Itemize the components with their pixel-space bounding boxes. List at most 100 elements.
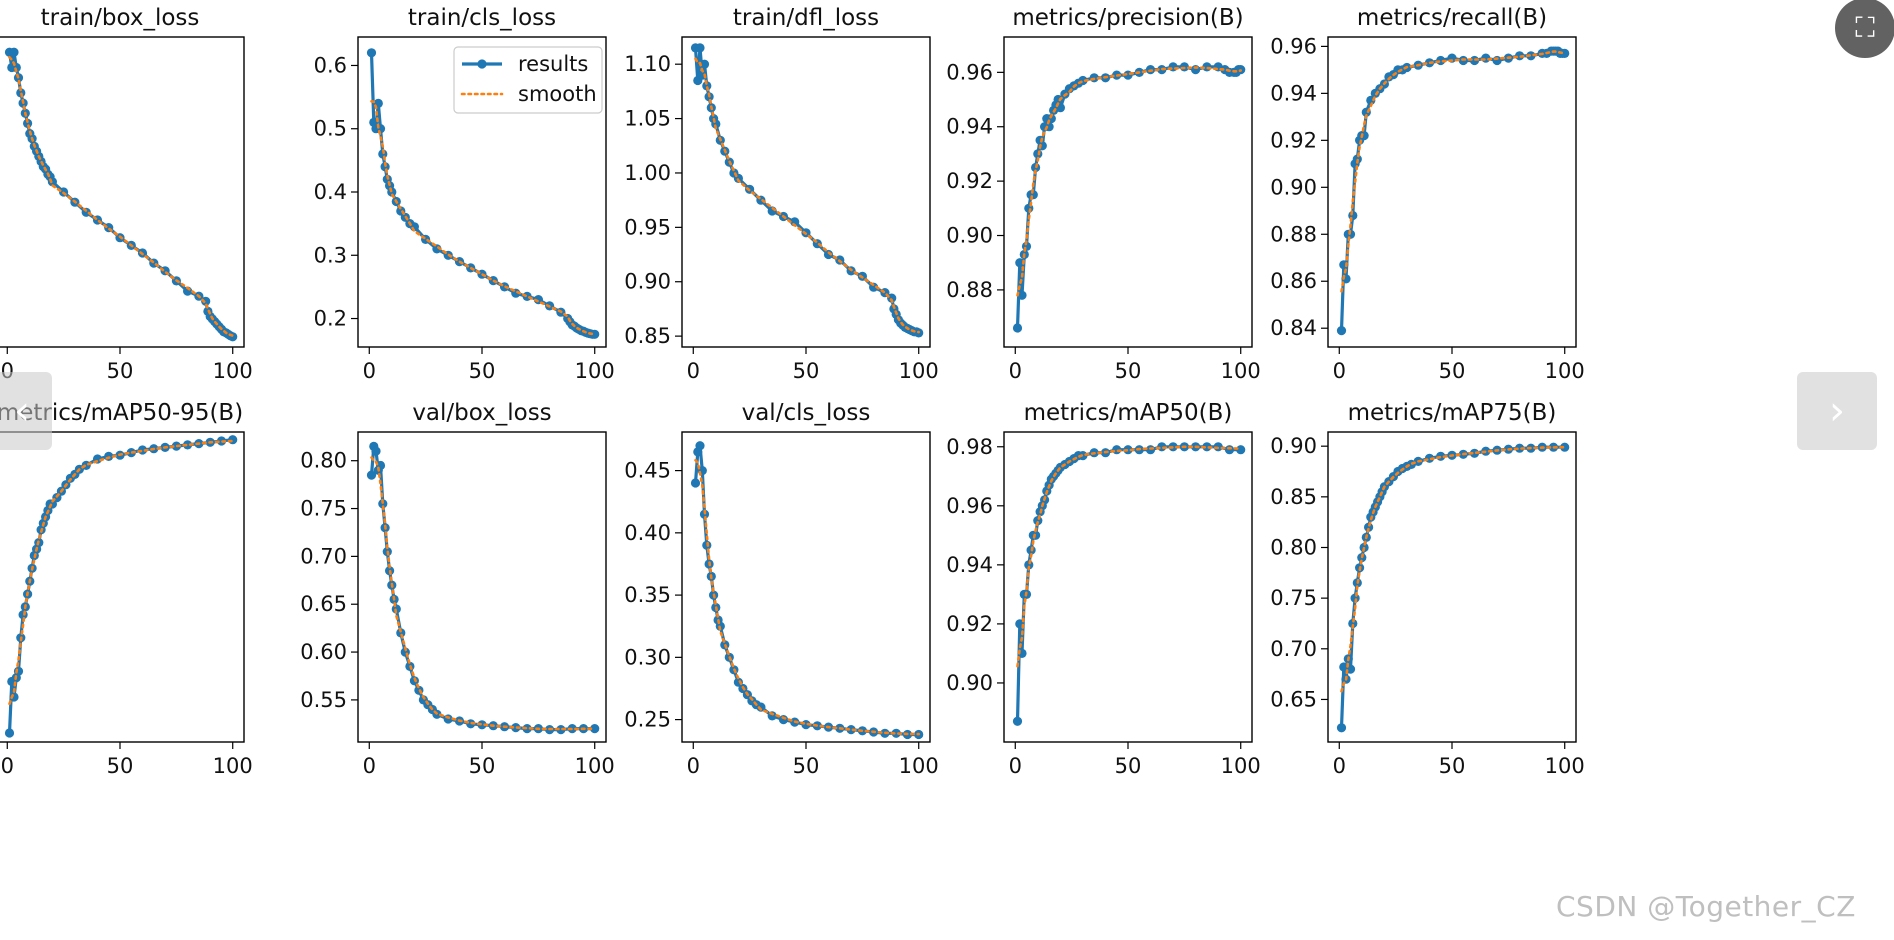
y-tick-label: 0.96 [1270,34,1317,58]
results-point [823,249,834,260]
y-tick-label: 0.92 [946,612,993,636]
x-tick-label: 100 [1221,754,1261,778]
y-tick-label: 0.70 [1270,637,1317,661]
smooth-series-line [1340,445,1566,693]
y-tick-label: 0.75 [1270,586,1317,610]
chart-panel: metrics/recall(B) 0 50 100 0.84 0.86 0.88 0.90 0… [1270,5,1585,383]
chart-title: metrics/precision(B) [1012,5,1243,31]
smooth-series-line [1016,445,1242,668]
legend-label: results [518,52,588,76]
y-tick-label: 0.75 [300,497,347,521]
results-point [4,728,15,738]
smooth-series-line [8,439,234,706]
results-point [1053,94,1063,105]
chart-panel: metrics/mAP75(B) 0 50 100 0.65 0.70 0.75 0.80 0.… [1270,400,1585,778]
next-image-button[interactable]: › [1797,372,1877,450]
smooth-series-line [694,57,921,334]
results-point [396,628,406,638]
chart-title: metrics/mAP75(B) [1348,400,1557,426]
chevron-left-icon: ‹ [14,388,30,434]
chart-panel: metrics/precision(B) 0 50 100 0.88 0.90 0.92 0.… [946,5,1261,383]
x-tick-label: 100 [1221,359,1261,383]
results-point [695,441,705,451]
smooth-series-line [8,55,234,338]
results-point [1348,618,1358,629]
y-tick-label: 0.85 [624,324,671,348]
plot-frame [1003,36,1253,348]
y-tick-label: 1.05 [624,107,671,131]
plot-frame [357,431,607,743]
legend-results-marker [477,59,487,69]
x-tick-label: 0 [687,754,700,778]
results-point [702,81,712,91]
chart-title: val/box_loss [412,400,551,426]
x-tick-label: 0 [363,359,376,383]
y-tick-label: 0.4 [314,180,347,204]
x-tick-label: 50 [793,359,820,383]
x-tick-label: 100 [213,359,253,383]
smooth-series-line [370,456,597,731]
x-tick-label: 50 [1439,754,1466,778]
y-tick-label: 0.86 [1270,269,1317,293]
fullscreen-button[interactable]: ⛶ [1835,0,1894,58]
results-point [443,714,453,724]
y-tick-label: 0.65 [300,592,347,616]
results-point [590,329,600,339]
smooth-series-line [1016,66,1242,297]
results-point [1012,323,1023,333]
x-tick-label: 50 [1439,359,1466,383]
y-tick-label: 0.5 [314,117,347,141]
y-tick-label: 0.70 [300,544,347,568]
results-point [1492,55,1502,66]
results-series-line [369,444,595,732]
y-tick-label: 0.25 [624,708,671,732]
results-point [81,460,91,470]
chart-panel: val/cls_loss 0 50 100 0.25 0.30 0.35 0.40 0.45 [624,400,939,778]
fullscreen-icon: ⛶ [1855,11,1875,44]
results-point [1469,448,1480,458]
results-point [201,296,211,306]
plot-frame [0,431,245,743]
results-point [756,702,766,712]
y-tick-label: 0.96 [946,60,993,84]
x-tick-label: 0 [363,754,376,778]
y-tick-label: 1.10 [624,52,671,76]
results-point [699,59,710,69]
chart-panel: train/cls_loss 0 50 100 0.2 0.3 0.4 0.5 0.6 resul… [314,5,615,383]
x-tick-label: 100 [899,754,939,778]
x-tick-label: 50 [1115,754,1142,778]
results-point [1017,290,1027,300]
results-point [1224,445,1235,455]
results-point [556,725,566,735]
x-tick-label: 100 [899,359,939,383]
x-tick-label: 100 [575,754,615,778]
results-point [228,435,238,445]
x-tick-label: 0 [1009,754,1022,778]
plot-frame [1327,36,1577,348]
plot-frame [1327,431,1577,743]
results-point [695,43,705,53]
y-tick-label: 0.92 [1270,128,1317,152]
y-tick-label: 0.90 [1270,434,1317,458]
y-tick-label: 0.40 [624,521,671,545]
y-tick-label: 0.30 [624,645,671,669]
results-point [891,728,901,738]
results-point [9,47,19,57]
y-tick-label: 0.90 [1270,175,1317,199]
chart-panel: metrics/mAP50-95(B)0501006065707580 [0,400,253,778]
y-tick-label: 0.88 [946,278,993,302]
results-point [371,446,381,456]
y-tick-label: 0.96 [946,494,993,518]
plot-frame [681,36,931,348]
results-point [23,118,33,128]
results-point [1515,443,1525,453]
previous-image-button[interactable]: ‹ [0,372,52,450]
watermark: CSDN @Together_CZ [1556,890,1856,923]
x-tick-label: 0 [687,359,700,383]
results-point [1012,716,1023,726]
x-tick-label: 50 [469,754,496,778]
smooth-series-line [694,458,921,736]
results-point [183,440,193,450]
plot-frame [681,431,931,743]
